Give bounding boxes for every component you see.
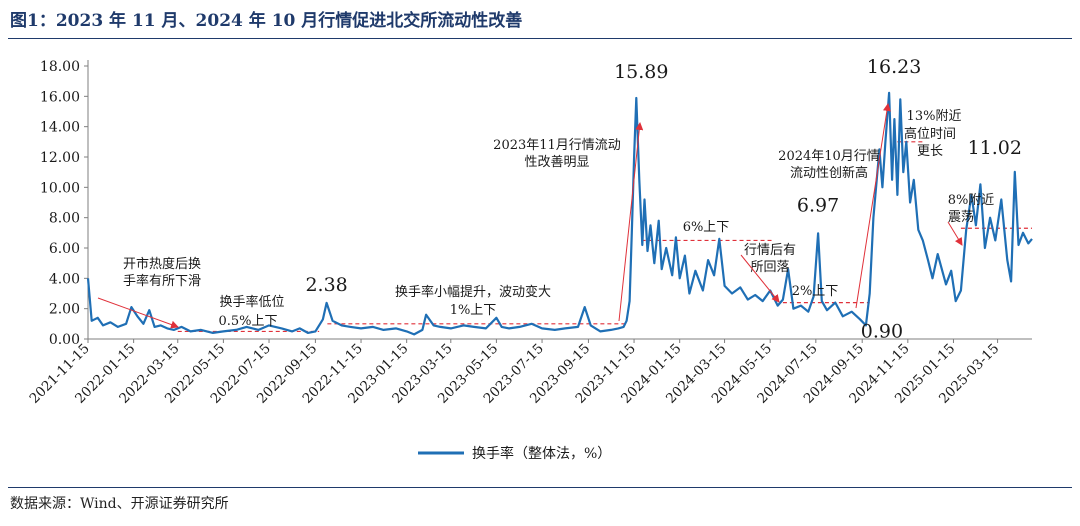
annotation-arrow [855,103,891,309]
reference-level-label: 2%上下 [792,284,839,299]
annotation-text: 换手率低位 [219,294,284,310]
y-tick-label: 18.00 [40,59,80,75]
annotation-text: 2023年11月行情流动 [493,138,621,153]
reference-level-label: 13%附近 [907,109,962,124]
y-tick-label: 14.00 [40,120,80,136]
value-label: 11.02 [968,137,1022,159]
y-tick-label: 10.00 [40,180,80,196]
annotation-arrow [740,254,780,303]
reference-level-label: 0.5%上下 [218,314,277,329]
y-tick-label: 12.00 [40,150,80,166]
annotation-text: 更长 [917,144,943,159]
value-label: 16.23 [867,56,921,78]
annotation-text: 2024年10月行情 [778,149,880,164]
legend-label: 换手率（整体法，%） [472,445,611,462]
value-label: 6.97 [797,194,839,216]
annotation-arrow [947,221,963,246]
title-rule [8,38,1072,39]
value-label: 2.38 [305,274,347,296]
y-tick-label: 16.00 [40,89,80,105]
reference-level-label: 8%附近 [948,193,995,208]
value-label: 0.90 [861,320,903,342]
turnover-chart: 0.00 2.00 4.00 6.00 8.00 10.00 12.00 14.00 16.00… [26,56,1033,462]
value-label: 15.89 [614,61,668,83]
annotation-text: 流动性创新高 [790,165,868,181]
source-rule [8,487,1072,488]
annotation-text: 震荡 [948,210,974,225]
annotation-arrow [618,122,644,322]
annotation-arrow [97,297,179,329]
annotation-text: 性改善明显 [524,154,589,170]
figure-title: 图1：2023 年 11 月、2024 年 10 月行情促进北交所流动性改善 [10,11,523,31]
annotation-text: 行情后有 [744,243,796,258]
y-tick-label: 0.00 [49,332,80,348]
y-tick-label: 2.00 [49,302,80,318]
annotation-text: 高位时间 [904,126,956,142]
annotation-text: 手率有所下滑 [123,273,201,289]
annotation-text: 开市热度后换 [123,256,201,272]
y-tick-label: 8.00 [49,211,80,227]
reference-level-label: 1%上下 [450,303,497,318]
annotation-text: 换手率小幅提升，波动变大 [395,284,551,300]
source-note: 数据来源：Wind、开源证券研究所 [10,496,229,512]
y-tick-label: 4.00 [49,271,80,287]
annotation-text: 所回落 [750,260,789,275]
reference-level-label: 6%上下 [683,220,730,235]
y-tick-label: 6.00 [49,241,80,257]
turnover-series-line [86,91,1033,336]
